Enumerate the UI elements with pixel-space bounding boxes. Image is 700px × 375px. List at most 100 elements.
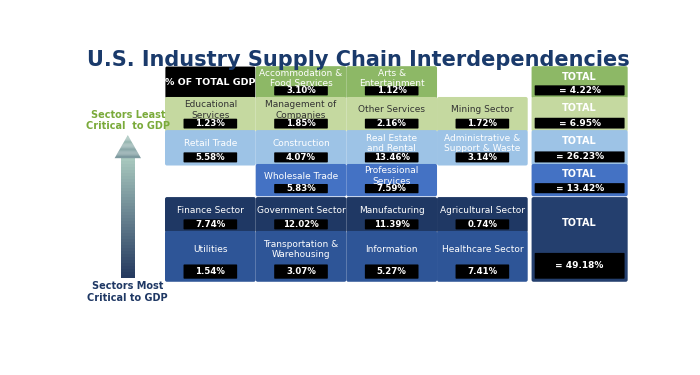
Text: 7.41%: 7.41%	[468, 267, 498, 276]
FancyBboxPatch shape	[531, 197, 628, 282]
Bar	[121, 251, 135, 254]
Text: 0.74%: 0.74%	[468, 220, 498, 229]
Text: % OF TOTAL GDP: % OF TOTAL GDP	[165, 78, 256, 87]
Text: Transportation &
Warehousing: Transportation & Warehousing	[263, 240, 339, 260]
FancyBboxPatch shape	[456, 264, 509, 279]
Text: Retail Trade: Retail Trade	[183, 139, 237, 148]
Bar	[121, 257, 135, 260]
Bar	[121, 170, 135, 173]
Bar	[121, 194, 135, 197]
Text: U.S. Industry Supply Chain Interdependencies: U.S. Industry Supply Chain Interdependen…	[88, 50, 630, 70]
FancyBboxPatch shape	[256, 97, 346, 132]
FancyBboxPatch shape	[165, 130, 256, 165]
Text: Professional
Services: Professional Services	[365, 166, 419, 186]
Polygon shape	[118, 151, 138, 152]
FancyBboxPatch shape	[346, 66, 437, 99]
FancyBboxPatch shape	[256, 66, 346, 99]
FancyBboxPatch shape	[437, 197, 528, 232]
FancyBboxPatch shape	[346, 231, 437, 282]
Text: Accommodation &
Food Services: Accommodation & Food Services	[260, 69, 342, 88]
Bar	[121, 203, 135, 206]
FancyBboxPatch shape	[256, 197, 346, 232]
Text: 3.14%: 3.14%	[468, 153, 498, 162]
Bar	[121, 197, 135, 200]
Bar	[121, 248, 135, 251]
Bar	[121, 182, 135, 185]
FancyBboxPatch shape	[531, 66, 628, 99]
Polygon shape	[123, 142, 132, 143]
FancyBboxPatch shape	[365, 152, 419, 162]
Text: Information: Information	[365, 245, 418, 254]
Polygon shape	[125, 140, 131, 141]
Bar	[121, 254, 135, 257]
Text: TOTAL: TOTAL	[562, 103, 597, 113]
Text: Agricultural Sector: Agricultural Sector	[440, 206, 525, 215]
FancyBboxPatch shape	[183, 219, 237, 230]
Text: = 4.22%: = 4.22%	[559, 86, 601, 95]
Bar	[121, 185, 135, 188]
Bar	[121, 164, 135, 167]
Bar	[121, 236, 135, 239]
Text: = 26.23%: = 26.23%	[556, 152, 603, 161]
FancyBboxPatch shape	[535, 183, 624, 193]
FancyBboxPatch shape	[535, 152, 624, 162]
FancyBboxPatch shape	[365, 119, 419, 129]
Polygon shape	[116, 156, 140, 157]
Text: Manufacturing: Manufacturing	[359, 206, 425, 215]
Bar	[121, 269, 135, 272]
FancyBboxPatch shape	[256, 231, 346, 282]
Text: Healthcare Sector: Healthcare Sector	[442, 245, 523, 254]
Polygon shape	[127, 135, 129, 136]
Bar	[121, 242, 135, 245]
Bar	[121, 230, 135, 233]
Bar	[121, 188, 135, 191]
Text: Sectors Most
Critical to GDP: Sectors Most Critical to GDP	[88, 281, 168, 303]
Text: Educational
Services: Educational Services	[183, 100, 237, 120]
Bar	[121, 179, 135, 182]
FancyBboxPatch shape	[365, 264, 419, 279]
FancyBboxPatch shape	[274, 219, 328, 230]
FancyBboxPatch shape	[456, 119, 509, 129]
Text: 11.39%: 11.39%	[374, 220, 409, 229]
FancyBboxPatch shape	[346, 164, 437, 196]
Bar	[121, 245, 135, 248]
Text: 7.59%: 7.59%	[377, 184, 407, 193]
Polygon shape	[120, 148, 136, 149]
FancyBboxPatch shape	[274, 184, 328, 193]
Text: 3.07%: 3.07%	[286, 267, 316, 276]
Text: TOTAL: TOTAL	[562, 218, 597, 228]
FancyBboxPatch shape	[535, 118, 624, 129]
Bar	[121, 221, 135, 224]
Text: 2.16%: 2.16%	[377, 119, 407, 128]
FancyBboxPatch shape	[256, 130, 346, 165]
Polygon shape	[125, 138, 130, 140]
Text: 4.07%: 4.07%	[286, 153, 316, 162]
FancyBboxPatch shape	[165, 97, 256, 132]
Polygon shape	[124, 141, 132, 142]
Text: Administrative &
Support & Waste: Administrative & Support & Waste	[444, 134, 521, 153]
Text: Mining Sector: Mining Sector	[452, 105, 514, 114]
Polygon shape	[122, 144, 134, 146]
Bar	[121, 218, 135, 221]
Bar	[121, 263, 135, 266]
Bar	[121, 209, 135, 212]
FancyBboxPatch shape	[183, 119, 237, 129]
Bar	[121, 173, 135, 176]
Bar	[121, 266, 135, 269]
Polygon shape	[126, 137, 130, 138]
FancyBboxPatch shape	[183, 152, 237, 162]
Bar	[121, 212, 135, 215]
FancyBboxPatch shape	[531, 164, 628, 196]
Bar	[121, 206, 135, 209]
Text: 5.58%: 5.58%	[195, 153, 225, 162]
FancyBboxPatch shape	[365, 219, 419, 230]
FancyBboxPatch shape	[346, 97, 437, 132]
FancyBboxPatch shape	[274, 86, 328, 95]
FancyBboxPatch shape	[165, 197, 256, 232]
Bar	[121, 224, 135, 227]
Text: TOTAL: TOTAL	[562, 170, 597, 179]
Text: 5.27%: 5.27%	[377, 267, 407, 276]
Polygon shape	[120, 147, 135, 148]
FancyBboxPatch shape	[165, 66, 256, 98]
Text: = 49.18%: = 49.18%	[555, 261, 604, 270]
